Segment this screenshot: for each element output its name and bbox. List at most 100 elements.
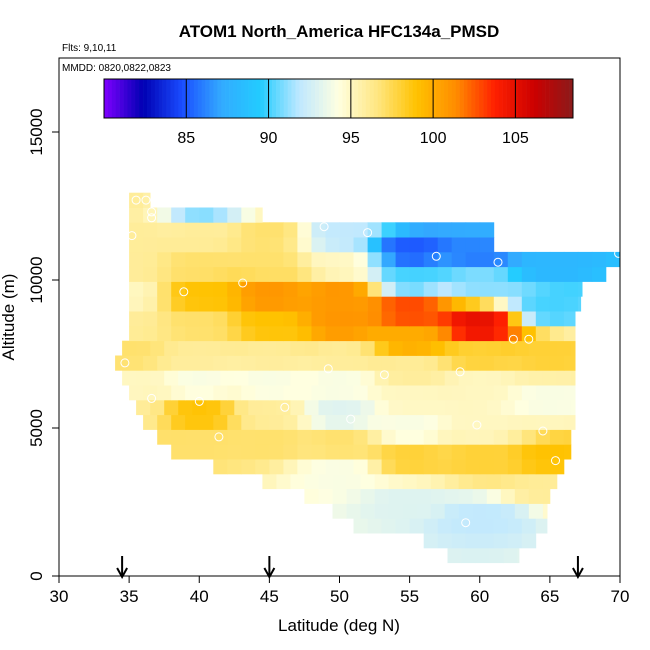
heatmap-cell	[297, 385, 312, 401]
heatmap-cell	[423, 296, 439, 312]
heatmap-cell	[339, 385, 354, 401]
heatmap-cell	[269, 281, 284, 297]
heatmap-cell	[409, 251, 424, 268]
heatmap-cell	[143, 192, 151, 208]
heatmap-cell	[444, 370, 460, 386]
heatmap-cell	[213, 266, 228, 282]
heatmap-cell	[318, 399, 333, 416]
heatmap-cell	[255, 385, 270, 401]
colorbar-segment	[229, 79, 234, 118]
heatmap-cell	[521, 281, 537, 297]
heatmap-cell	[381, 296, 396, 312]
heatmap-cell	[339, 459, 354, 475]
colorbar-segment	[318, 79, 324, 118]
heatmap-cell	[311, 222, 326, 238]
heatmap-cell	[479, 533, 495, 549]
colorbar-segment	[494, 79, 500, 118]
heatmap-cell	[563, 385, 576, 401]
heatmap-cell	[507, 251, 523, 268]
colorbar-segment	[111, 79, 117, 118]
heatmap-cell	[409, 237, 424, 253]
heatmap-cell	[570, 340, 576, 356]
heatmap-cell	[234, 399, 249, 416]
heatmap-cell	[213, 444, 228, 460]
heatmap-cell	[143, 222, 158, 238]
heatmap-cell	[381, 281, 396, 297]
colorbar-segment	[377, 79, 382, 118]
heatmap-cell	[381, 222, 396, 238]
heatmap-cell	[248, 370, 263, 386]
heatmap-cell	[444, 399, 460, 416]
heatmap-cell	[535, 414, 551, 430]
heatmap-cell	[367, 325, 382, 342]
heatmap-cell	[374, 488, 389, 504]
heatmap-cell	[185, 429, 200, 445]
heatmap-cell	[339, 429, 354, 445]
colorbar-segment	[264, 79, 269, 118]
colorbar-segment	[283, 79, 288, 118]
heatmap-cell	[475, 547, 490, 564]
colorbar-segment	[209, 79, 214, 118]
heatmap-cell	[220, 370, 235, 386]
heatmap-cell	[171, 355, 186, 371]
heatmap-cell	[227, 429, 242, 445]
heatmap-cell	[122, 370, 137, 386]
heatmap-cell	[185, 237, 200, 253]
heatmap-cell	[339, 237, 354, 253]
colorbar-segment	[146, 79, 152, 118]
heatmap-cell	[283, 296, 298, 312]
heatmap-cell	[381, 251, 396, 268]
heatmap-cell	[325, 429, 340, 445]
heatmap-cell	[143, 355, 158, 371]
heatmap-cell	[381, 444, 396, 460]
heatmap-cell	[437, 429, 453, 445]
observation-marker	[524, 334, 534, 344]
heatmap-cell	[479, 311, 495, 327]
heatmap-cell	[297, 311, 312, 327]
y-tick-label: 10000	[27, 256, 46, 303]
heatmap-cell	[255, 414, 270, 430]
heatmap-cell	[465, 237, 481, 253]
heatmap-cell	[458, 488, 474, 504]
heatmap-cell	[528, 503, 544, 519]
heatmap-cell	[199, 311, 214, 327]
heatmap-cell	[199, 296, 214, 312]
colorbar-segment	[514, 79, 519, 118]
colorbar-segment	[365, 79, 371, 118]
heatmap-cell	[262, 399, 277, 416]
heatmap-cell	[255, 266, 270, 282]
colorbar-segment	[127, 79, 132, 118]
colorbar-segment	[467, 79, 472, 118]
heatmap-cell	[213, 355, 228, 371]
heatmap-cell	[500, 488, 516, 504]
heatmap-cell	[395, 296, 410, 312]
heatmap-cell	[409, 311, 424, 327]
heatmap-cell	[220, 399, 235, 416]
heatmap-cell	[395, 237, 410, 253]
heatmap-cell	[325, 414, 340, 430]
latitude-arrow-head	[116, 567, 128, 580]
heatmap-cell	[325, 444, 340, 460]
colorbar-segment	[119, 79, 124, 118]
heatmap-cell	[283, 459, 298, 475]
heatmap-cell	[521, 459, 537, 475]
colorbar-segment	[479, 79, 484, 118]
heatmap-cell	[199, 355, 214, 371]
observation-marker	[141, 195, 151, 205]
observation-marker	[508, 334, 518, 344]
observation-marker	[472, 420, 482, 430]
heatmap-cell	[409, 266, 424, 282]
heatmap-cell	[199, 385, 214, 401]
colorbar-segment	[428, 79, 433, 118]
heatmap-cell	[493, 325, 509, 342]
heatmap-cell	[157, 385, 172, 401]
colorbar-segment	[272, 79, 277, 118]
heatmap-cell	[465, 429, 481, 445]
heatmap-cell	[549, 296, 565, 312]
colorbar-segment	[447, 79, 453, 118]
heatmap-cell	[374, 473, 389, 490]
heatmap-cell	[241, 414, 256, 430]
heatmap-cell	[535, 444, 551, 460]
heatmap-cell	[213, 222, 228, 238]
heatmap-cell	[374, 340, 389, 356]
